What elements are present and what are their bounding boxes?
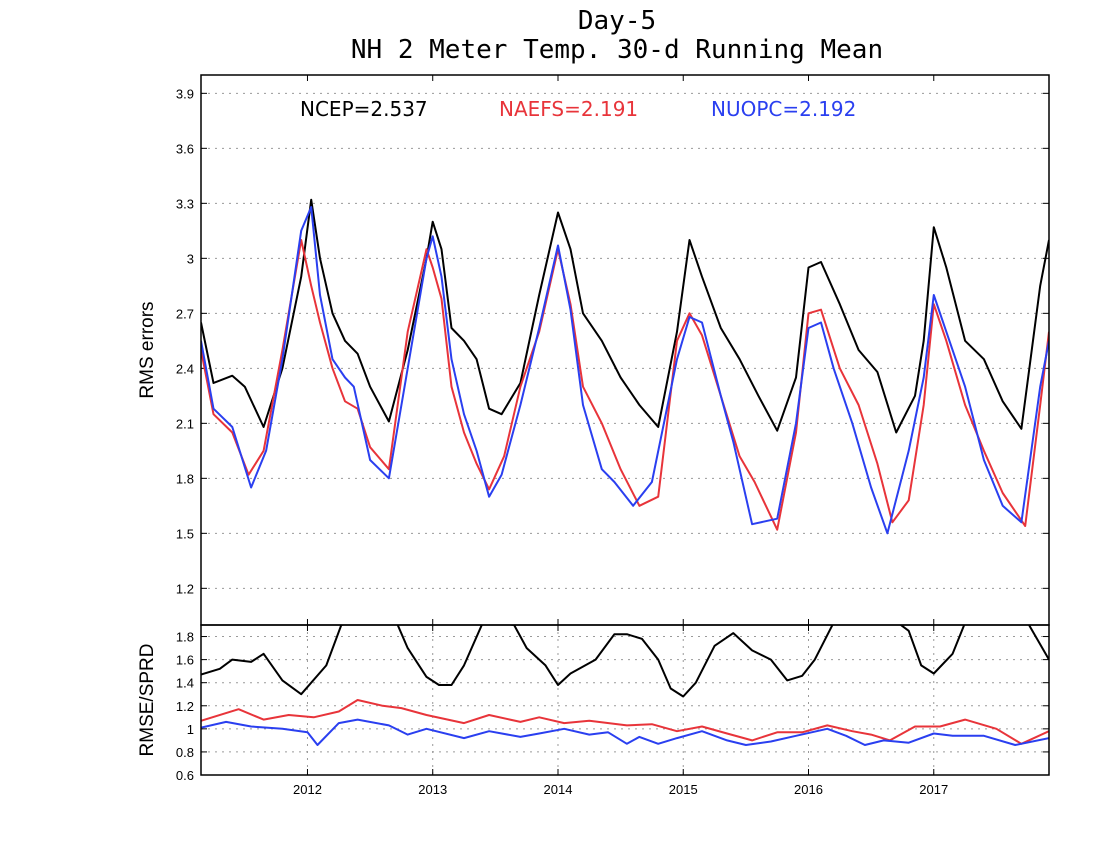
y-axis-label: RMSE/SPRD bbox=[137, 644, 158, 757]
chart-title: Day-5 bbox=[578, 6, 656, 36]
series-line bbox=[201, 625, 1049, 698]
x-tick-label: 2013 bbox=[418, 782, 447, 797]
legend: NCEP=2.537 NAEFS=2.191 NUOPC=2.192 bbox=[300, 97, 856, 121]
x-tick-label: 2017 bbox=[919, 782, 948, 797]
series-line bbox=[201, 718, 1049, 746]
y-tick-label: 1.6 bbox=[176, 653, 194, 668]
x-tick-label: 2012 bbox=[293, 782, 322, 797]
y-axis-label: RMS errors bbox=[137, 301, 158, 398]
legend-entry: NUOPC=2.192 bbox=[711, 97, 856, 121]
y-tick-label: 1.8 bbox=[176, 630, 194, 645]
chart-subtitle: NH 2 Meter Temp. 30-d Running Mean bbox=[351, 35, 883, 65]
y-tick-label: 3.3 bbox=[176, 196, 194, 211]
x-tick-label: 2014 bbox=[544, 782, 573, 797]
y-tick-label: 0.6 bbox=[176, 768, 194, 783]
x-tick-label: 2015 bbox=[669, 782, 698, 797]
series-line bbox=[201, 699, 1049, 745]
plot-frame bbox=[200, 624, 1050, 776]
rmse-sprd-panel: 0.6 0.8 1 1.2 1.4 1.6 1.8 2012 2013 2014 2015 2016 2… bbox=[137, 624, 1050, 797]
y-tick-label: 1 bbox=[187, 722, 194, 737]
y-tick-label: 2.1 bbox=[176, 416, 194, 431]
y-tick-label: 3.6 bbox=[176, 141, 194, 156]
y-tick-label: 3.9 bbox=[176, 86, 194, 101]
series-line-ncep bbox=[201, 198, 1049, 434]
x-tick-label: 2016 bbox=[794, 782, 823, 797]
rms-error-panel: 1.2 1.5 1.8 2.1 2.4 2.7 3 3.3 3.6 3.9 RMS errors bbox=[137, 74, 1050, 626]
y-tick-label: 2.4 bbox=[176, 361, 194, 376]
y-tick-label: 1.2 bbox=[176, 581, 194, 596]
y-tick-label: 3 bbox=[187, 251, 194, 266]
y-tick-label: 1.4 bbox=[176, 676, 194, 691]
legend-entry: NCEP=2.537 bbox=[300, 97, 428, 121]
series-line-nuopc bbox=[201, 206, 1049, 535]
y-tick-label: 1.2 bbox=[176, 699, 194, 714]
y-tick-label: 2.7 bbox=[176, 306, 194, 321]
series-line-naefs bbox=[201, 239, 1049, 531]
y-tick-label: 1.5 bbox=[176, 526, 194, 541]
y-tick-label: 1.8 bbox=[176, 471, 194, 486]
y-tick-label: 0.8 bbox=[176, 745, 194, 760]
legend-entry: NAEFS=2.191 bbox=[499, 97, 638, 121]
